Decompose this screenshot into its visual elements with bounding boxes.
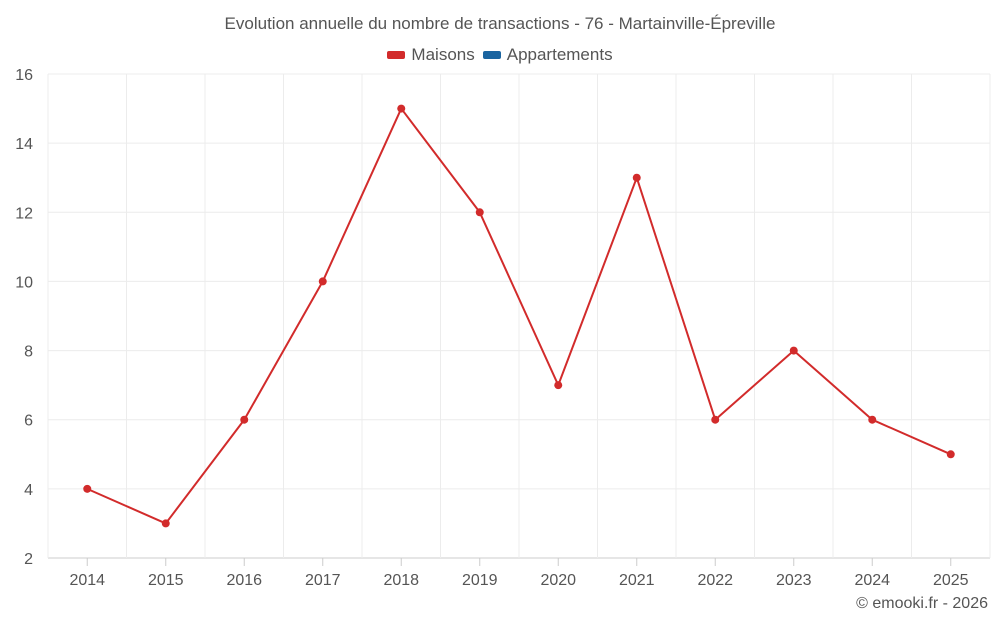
y-tick-label: 16 [15, 67, 33, 84]
credit-text: © emooki.fr - 2026 [856, 595, 988, 612]
data-point[interactable] [83, 484, 92, 493]
data-point[interactable] [946, 450, 955, 459]
data-point[interactable] [711, 415, 720, 424]
x-tick-label: 2015 [148, 572, 184, 589]
x-tick-label: 2024 [854, 572, 890, 589]
data-point[interactable] [240, 415, 249, 424]
y-tick-label: 2 [24, 551, 33, 568]
x-tick-label: 2016 [226, 572, 262, 589]
x-tick-label: 2025 [933, 572, 969, 589]
x-tick-label: 2020 [540, 572, 576, 589]
series-line-maisons [86, 107, 952, 525]
y-tick-label: 4 [24, 482, 33, 499]
x-tick-label: 2021 [619, 572, 655, 589]
y-tick-label: 10 [15, 274, 33, 291]
x-tick-label: 2023 [776, 572, 812, 589]
data-point[interactable] [475, 208, 484, 217]
data-point[interactable] [632, 173, 641, 182]
data-point[interactable] [554, 381, 563, 390]
legend-label-appartements: Appartements [506, 45, 613, 64]
x-tick-label: 2018 [383, 572, 419, 589]
x-tick-label: 2022 [697, 572, 733, 589]
x-tick-label: 2017 [305, 572, 341, 589]
legend: Maisons Appartements [0, 45, 1000, 65]
data-point[interactable] [789, 346, 798, 355]
y-tick-label: 8 [24, 344, 33, 361]
data-point[interactable] [397, 104, 406, 113]
x-tick-label: 2014 [69, 572, 105, 589]
data-point[interactable] [161, 519, 170, 528]
y-tick-label: 6 [24, 413, 33, 430]
legend-item-appartements[interactable]: Appartements [482, 45, 613, 65]
y-tick-label: 12 [15, 205, 33, 222]
y-tick-label: 14 [15, 136, 33, 153]
x-tick-label: 2019 [462, 572, 498, 589]
legend-swatch-appartements [482, 51, 501, 59]
legend-item-maisons[interactable]: Maisons [387, 45, 475, 65]
legend-label-maisons: Maisons [411, 45, 475, 64]
legend-swatch-maisons [387, 51, 406, 59]
data-point[interactable] [868, 415, 877, 424]
chart-title: Evolution annuelle du nombre de transact… [224, 14, 776, 33]
data-point[interactable] [318, 277, 327, 286]
